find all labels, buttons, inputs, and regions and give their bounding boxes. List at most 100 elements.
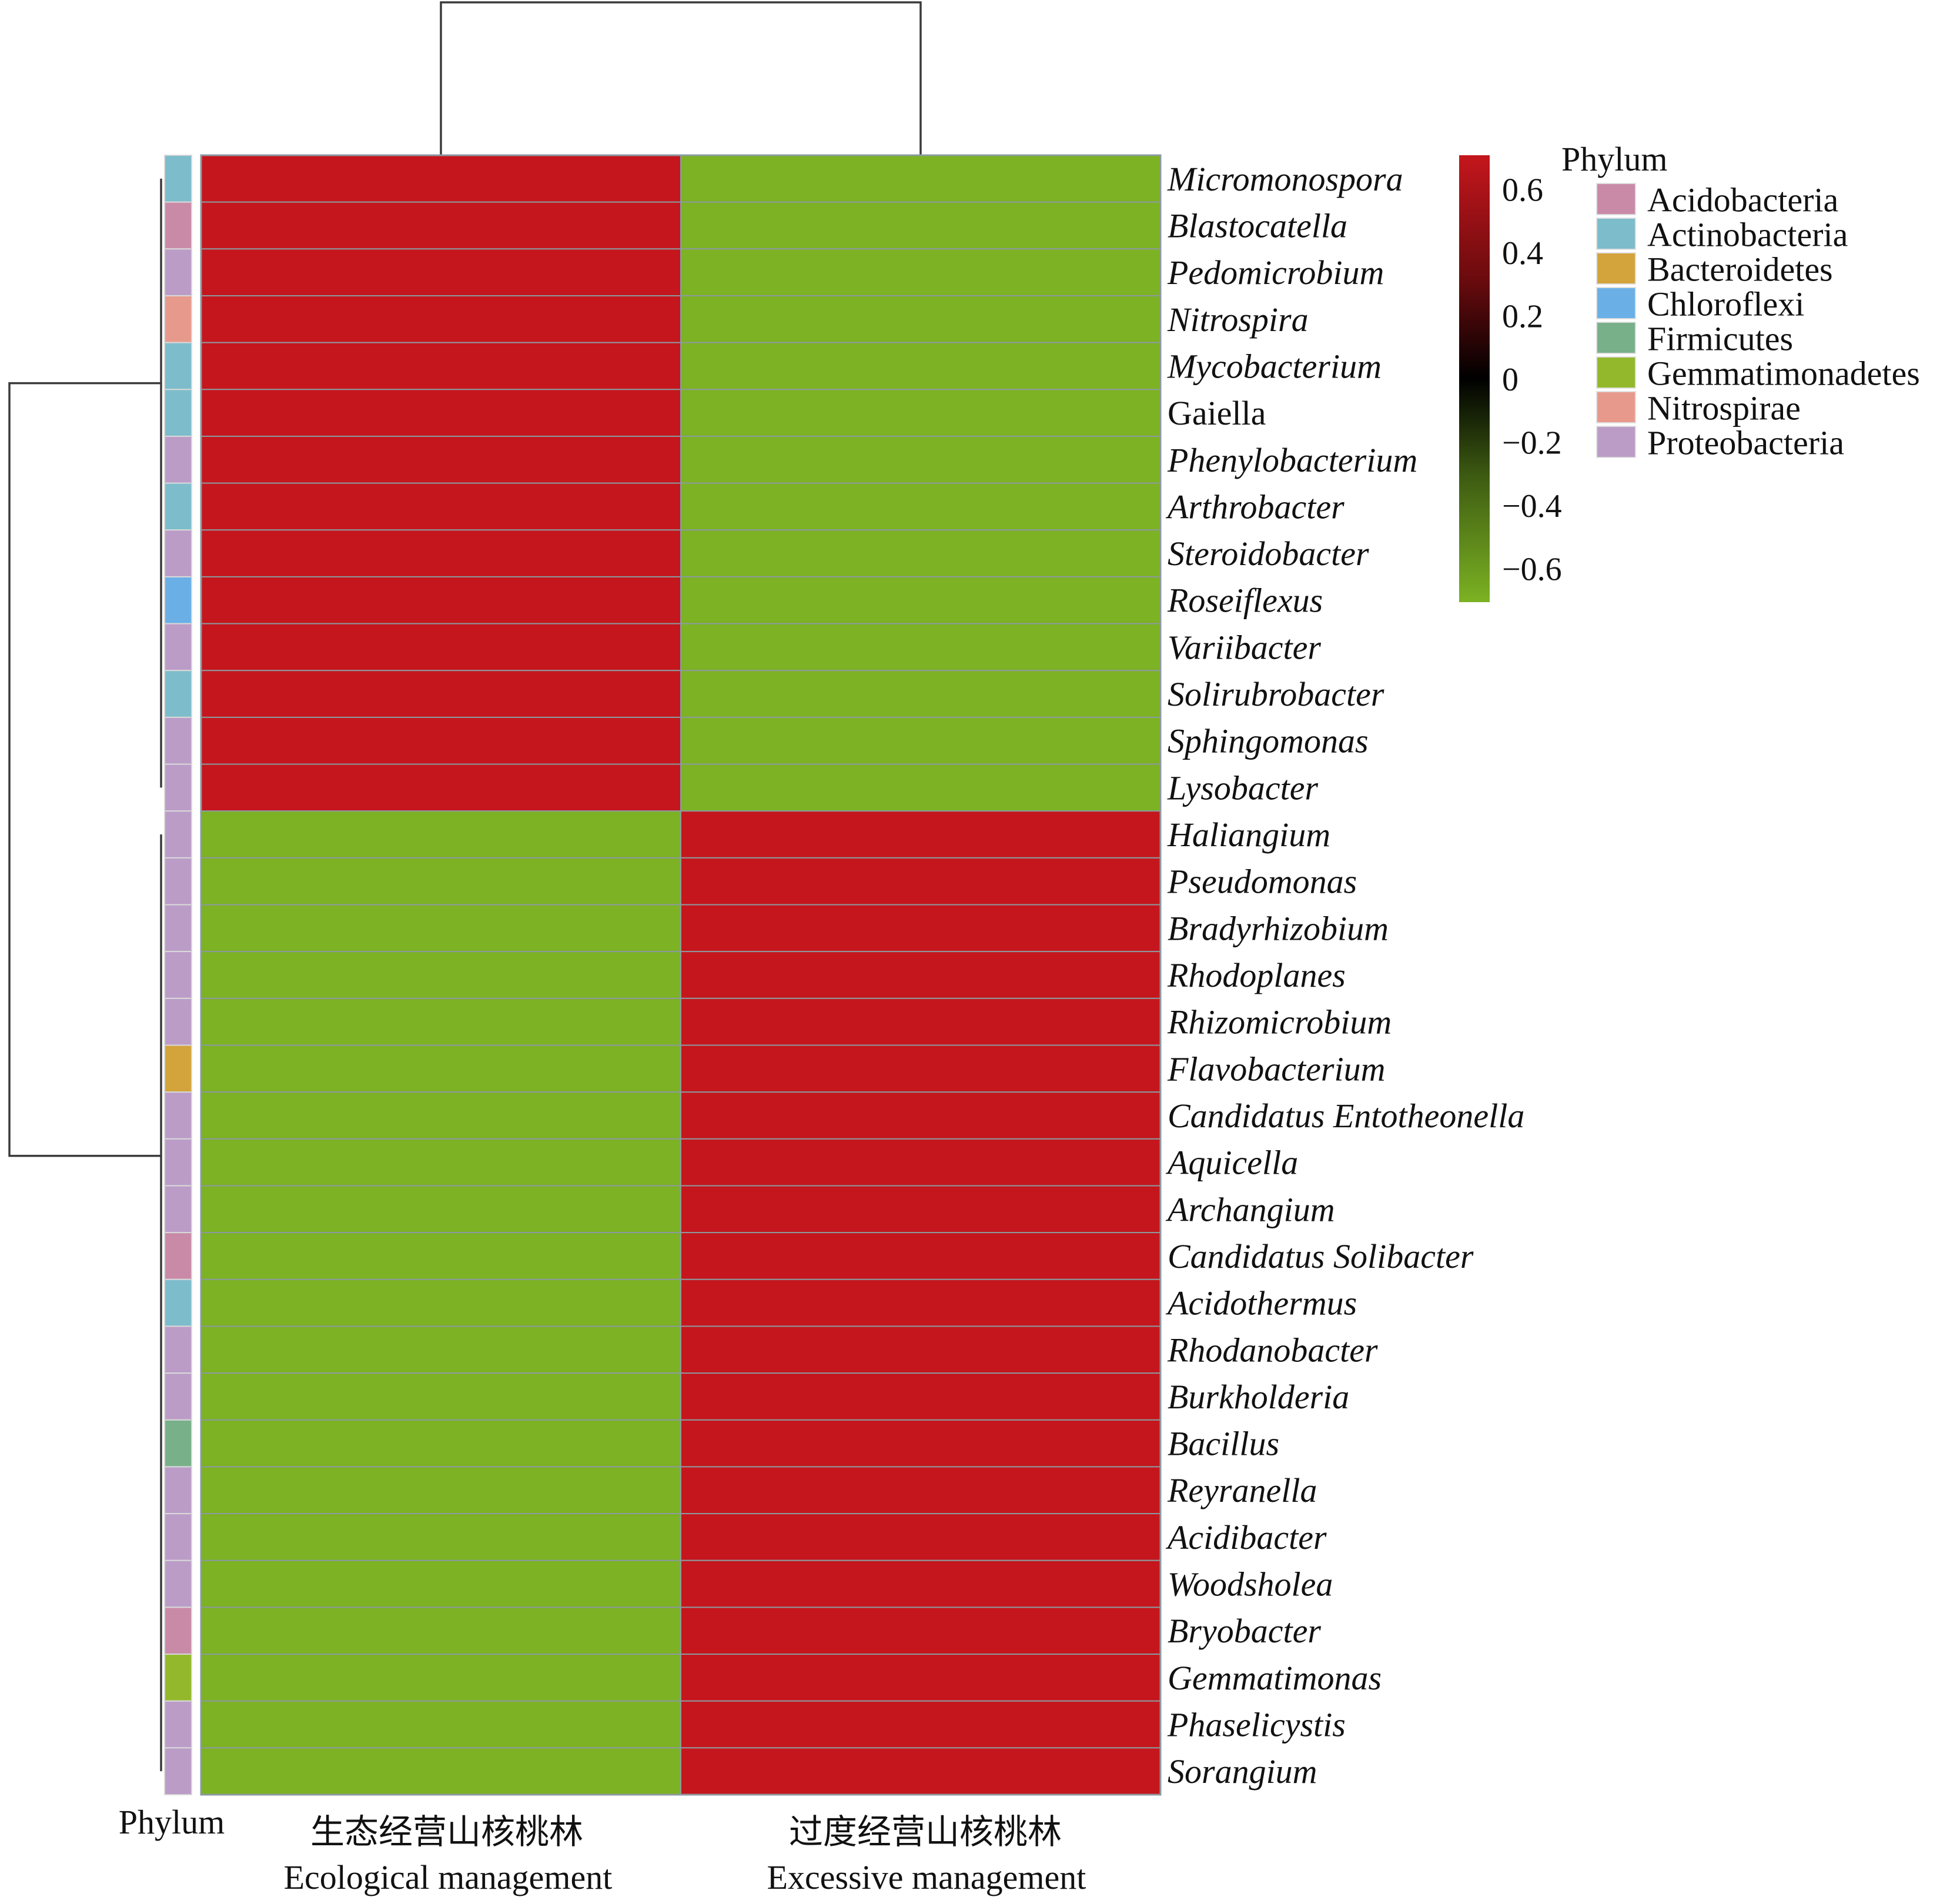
phylum-legend-label-actinobacteria: Actinobacteria bbox=[1647, 216, 1848, 254]
column-label-zh-1: 生态经营山核桃林 bbox=[310, 1813, 583, 1851]
phylum-cell-gaiella bbox=[164, 389, 192, 437]
cell-reyranella-col1 bbox=[200, 1466, 681, 1515]
phylum-cell-micromonospora bbox=[164, 155, 192, 203]
row-label-haliangium: Haliangium bbox=[1167, 816, 1330, 854]
phylum-cell-bryobacter bbox=[164, 1607, 192, 1655]
phylum-cell-reyranella bbox=[164, 1466, 192, 1515]
row-label-lysobacter: Lysobacter bbox=[1167, 769, 1318, 807]
phylum-cell-mycobacterium bbox=[164, 342, 192, 390]
phylum-legend-swatch-acidobacteria bbox=[1596, 183, 1636, 215]
cell-roseiflexus-col2 bbox=[680, 576, 1161, 624]
cell-acidibacter-col1 bbox=[200, 1513, 681, 1561]
cell-rhodoplanes-col1 bbox=[200, 951, 681, 999]
row-label-burkholderia: Burkholderia bbox=[1168, 1378, 1349, 1416]
row-label-flavobacterium: Flavobacterium bbox=[1167, 1050, 1385, 1088]
cell-flavobacterium-col1 bbox=[200, 1044, 681, 1093]
cell-variibacter-col1 bbox=[200, 623, 681, 672]
phylum-legend-swatch-nitrospirae bbox=[1596, 391, 1636, 423]
cell-pseudomonas-col2 bbox=[680, 857, 1161, 906]
color-scale-tick-3: 0.2 bbox=[1502, 299, 1543, 335]
cell-lysobacter-col1 bbox=[200, 763, 681, 812]
phylum-annotation-column: Phylum bbox=[119, 155, 225, 1841]
row-label-pedomicrobium: Pedomicrobium bbox=[1167, 253, 1384, 292]
phylum-cell-bacillus bbox=[164, 1419, 192, 1468]
phylum-legend-swatch-actinobacteria bbox=[1596, 218, 1636, 250]
cell-haliangium-col2 bbox=[680, 810, 1161, 859]
phylum-cell-archangium bbox=[164, 1185, 192, 1234]
cell-arthrobacter-col2 bbox=[680, 482, 1161, 531]
cell-archangium-col1 bbox=[200, 1185, 681, 1234]
row-label-micromonospora: Micromonospora bbox=[1167, 160, 1403, 198]
cell-bryobacter-col2 bbox=[680, 1607, 1161, 1655]
cell-reyranella-col2 bbox=[680, 1466, 1161, 1515]
phylum-legend-label-chloroflexi: Chloroflexi bbox=[1647, 285, 1804, 323]
cell-sphingomonas-col2 bbox=[680, 716, 1161, 765]
cell-micromonospora-col2 bbox=[680, 155, 1161, 203]
phylum-cell-aquicella bbox=[164, 1138, 192, 1187]
row-label-archangium: Archangium bbox=[1165, 1190, 1335, 1228]
cell-bacillus-col2 bbox=[680, 1419, 1161, 1468]
phylum-legend-swatch-firmicutes bbox=[1596, 322, 1636, 354]
phylum-cell-acidibacter bbox=[164, 1513, 192, 1561]
cell-rhizomicrobium-col1 bbox=[200, 997, 681, 1046]
row-label-rhizomicrobium: Rhizomicrobium bbox=[1167, 1003, 1392, 1041]
phylum-cell-steroidobacter bbox=[164, 529, 192, 577]
cell-acidothermus-col1 bbox=[200, 1278, 681, 1327]
phylum-cell-candidatus-entotheonella bbox=[164, 1091, 192, 1140]
phylum-cell-lysobacter bbox=[164, 763, 192, 812]
row-label-phenylobacterium: Phenylobacterium bbox=[1167, 441, 1417, 479]
cell-rhodoplanes-col2 bbox=[680, 951, 1161, 999]
row-label-bradyrhizobium: Bradyrhizobium bbox=[1168, 909, 1389, 947]
column-dendrogram bbox=[440, 1, 922, 155]
cell-bradyrhizobium-col1 bbox=[200, 904, 681, 953]
cell-sorangium-col1 bbox=[200, 1747, 681, 1795]
row-label-blastocatella: Blastocatella bbox=[1168, 206, 1347, 245]
cell-phenylobacterium-col1 bbox=[200, 435, 681, 484]
cell-nitrospira-col2 bbox=[680, 295, 1161, 343]
row-label-rhodanobacter: Rhodanobacter bbox=[1167, 1331, 1378, 1369]
phylum-legend-label-firmicutes: Firmicutes bbox=[1647, 320, 1793, 358]
cell-roseiflexus-col1 bbox=[200, 576, 681, 624]
phylum-legend-swatch-bacteroidetes bbox=[1596, 252, 1636, 285]
row-label-candidatus-solibacter: Candidatus Solibacter bbox=[1168, 1237, 1474, 1275]
row-label-pseudomonas: Pseudomonas bbox=[1167, 863, 1357, 901]
row-label-sorangium: Sorangium bbox=[1168, 1752, 1317, 1791]
phylum-cell-woodsholea bbox=[164, 1559, 192, 1608]
cell-archangium-col2 bbox=[680, 1185, 1161, 1234]
phylum-annotation-label: Phylum bbox=[119, 1803, 225, 1841]
phylum-cell-pedomicrobium bbox=[164, 248, 192, 296]
cell-aquicella-col2 bbox=[680, 1138, 1161, 1187]
phylum-legend-label-acidobacteria: Acidobacteria bbox=[1647, 181, 1838, 219]
cell-woodsholea-col2 bbox=[680, 1559, 1161, 1608]
cell-arthrobacter-col1 bbox=[200, 482, 681, 531]
phylum-cell-haliangium bbox=[164, 810, 192, 859]
row-label-nitrospira: Nitrospira bbox=[1167, 300, 1309, 339]
cell-gemmatimonas-col2 bbox=[680, 1654, 1161, 1702]
row-label-variibacter: Variibacter bbox=[1168, 628, 1321, 666]
cell-micromonospora-col1 bbox=[200, 155, 681, 203]
cell-flavobacterium-col2 bbox=[680, 1044, 1161, 1093]
cell-burkholderia-col2 bbox=[680, 1372, 1161, 1421]
phylum-legend: PhylumAcidobacteriaActinobacteriaBactero… bbox=[1561, 140, 1920, 462]
phylum-cell-phenylobacterium bbox=[164, 435, 192, 484]
row-label-phaselicystis: Phaselicystis bbox=[1167, 1706, 1346, 1744]
phylum-cell-solirubrobacter bbox=[164, 670, 192, 718]
row-label-bacillus: Bacillus bbox=[1168, 1425, 1279, 1463]
row-label-acidothermus: Acidothermus bbox=[1165, 1284, 1357, 1322]
phylum-legend-label-bacteroidetes: Bacteroidetes bbox=[1647, 251, 1833, 289]
phylum-legend-title: Phylum bbox=[1561, 140, 1668, 178]
phylum-cell-bradyrhizobium bbox=[164, 904, 192, 953]
cell-rhizomicrobium-col2 bbox=[680, 997, 1161, 1046]
cell-candidatus-entotheonella-col2 bbox=[680, 1091, 1161, 1140]
heatmap-frame bbox=[200, 154, 1162, 1796]
row-label-bryobacter: Bryobacter bbox=[1168, 1612, 1321, 1650]
phylum-cell-roseiflexus bbox=[164, 576, 192, 624]
phylum-legend-swatch-proteobacteria bbox=[1596, 426, 1636, 458]
cell-candidatus-solibacter-col2 bbox=[680, 1232, 1161, 1280]
cell-acidothermus-col2 bbox=[680, 1278, 1161, 1327]
cell-blastocatella-col2 bbox=[680, 201, 1161, 250]
cell-bacillus-col1 bbox=[200, 1419, 681, 1468]
color-scale-tick-4: 0 bbox=[1502, 362, 1519, 398]
heatmap-cells bbox=[200, 154, 1162, 1796]
phylum-legend-swatch-chloroflexi bbox=[1596, 287, 1636, 319]
